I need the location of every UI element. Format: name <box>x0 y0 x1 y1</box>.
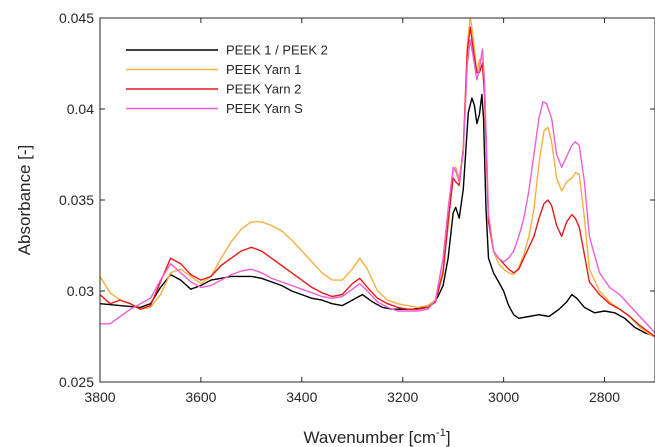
y-axis: 0.025 0.03 0.035 0.04 0.045 <box>59 10 655 390</box>
x-axis-title-main: Wavenumber [cm <box>303 428 436 447</box>
y-tick-label: 0.025 <box>59 374 94 390</box>
x-axis-title-suffix: ] <box>446 428 451 447</box>
x-tick-label: 2800 <box>589 389 620 405</box>
series-line-1 <box>100 93 655 338</box>
legend-label-2: PEEK Yarn 1 <box>226 62 301 77</box>
x-axis-title: Wavenumber [cm-1] <box>303 427 450 447</box>
legend-label-1: PEEK 1 / PEEK 2 <box>226 43 328 58</box>
x-tick-label: 3000 <box>488 389 519 405</box>
x-tick-label: 3800 <box>84 389 115 405</box>
legend: PEEK 1 / PEEK 2 PEEK Yarn 1 PEEK Yarn 2 PEE… <box>126 43 328 116</box>
x-tick-label: 3200 <box>387 389 418 405</box>
plot-frame <box>99 17 655 383</box>
y-tick-label: 0.045 <box>59 10 94 26</box>
y-axis-title: Absorbance [-] <box>15 145 34 256</box>
plot-series-group <box>100 18 655 338</box>
x-axis: 3800 3600 3400 3200 3000 2800 <box>84 18 620 405</box>
series-line-3 <box>100 26 655 338</box>
y-tick-label: 0.04 <box>67 101 94 117</box>
series-line-2 <box>100 18 655 338</box>
legend-label-4: PEEK Yarn S <box>226 101 303 116</box>
x-tick-label: 3400 <box>286 389 317 405</box>
y-tick-label: 0.035 <box>59 192 94 208</box>
x-axis-title-superscript: -1 <box>436 427 446 439</box>
legend-label-3: PEEK Yarn 2 <box>226 82 301 97</box>
x-tick-label: 3600 <box>185 389 216 405</box>
y-tick-label: 0.03 <box>67 283 94 299</box>
series-line-4 <box>100 39 655 334</box>
